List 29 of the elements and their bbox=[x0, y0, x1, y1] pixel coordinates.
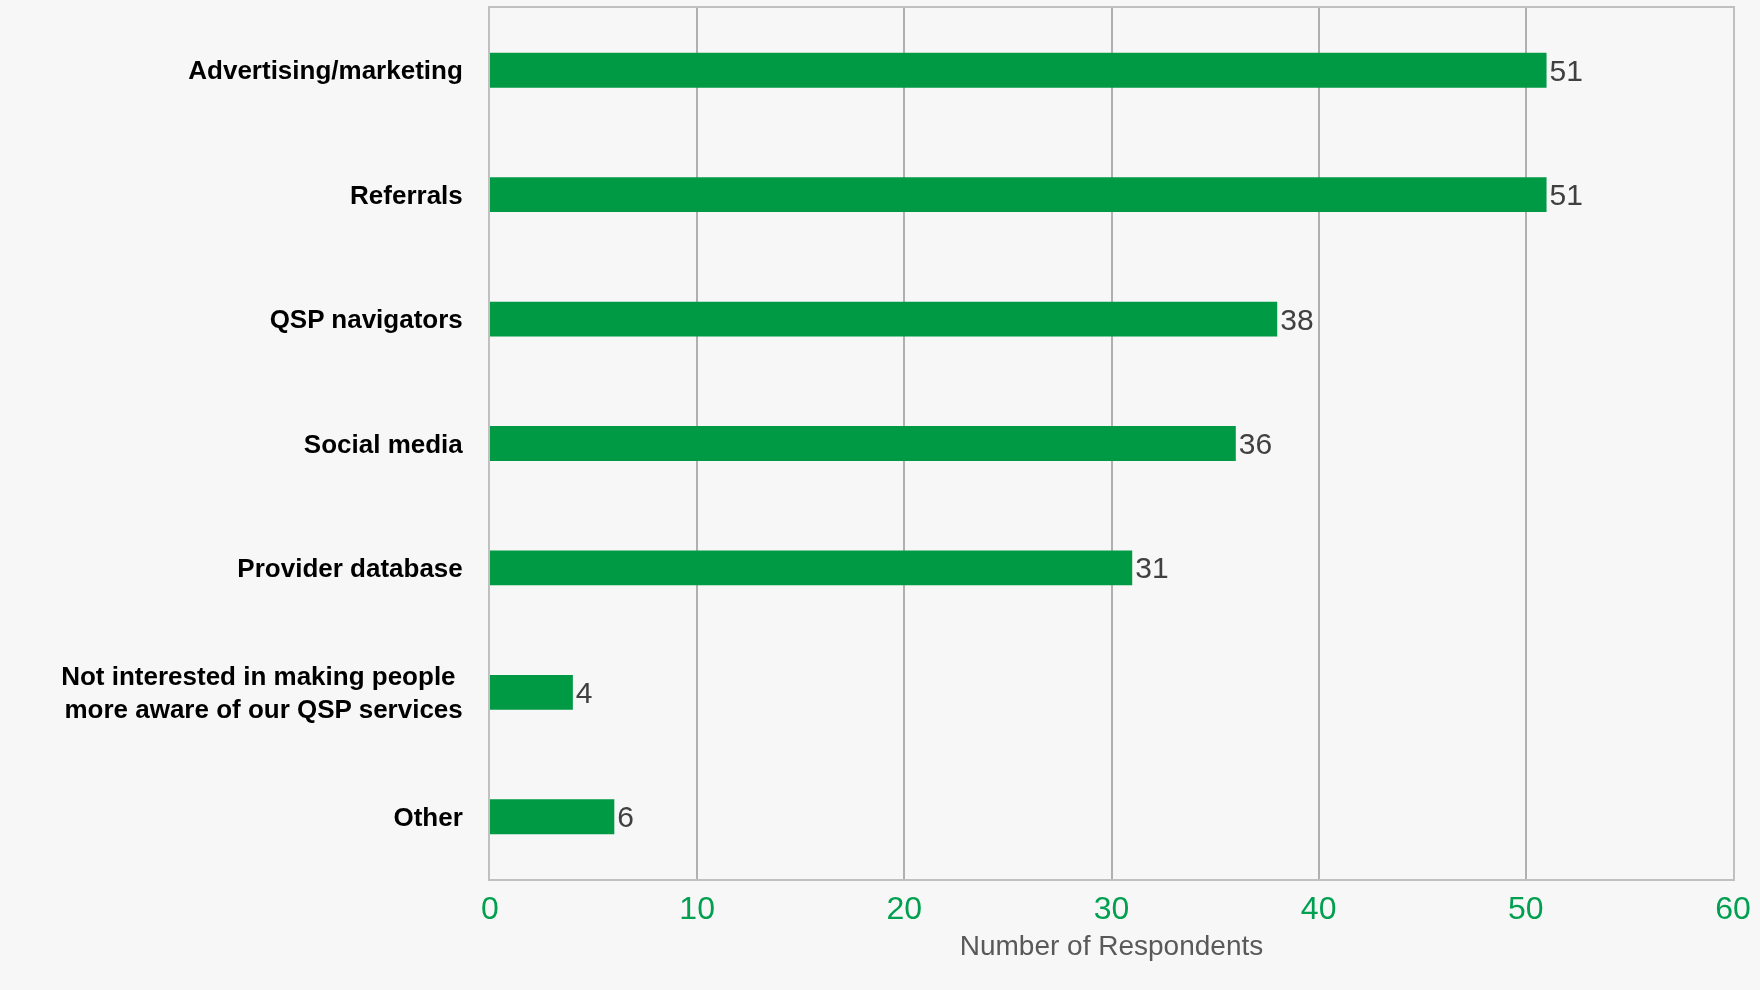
x-tick-label: 30 bbox=[1093, 890, 1130, 927]
x-tick-label: 60 bbox=[1715, 890, 1751, 927]
x-axis-title: Number of Respondents bbox=[959, 930, 1264, 961]
y-tick-label: Social media bbox=[303, 428, 464, 459]
bar bbox=[490, 301, 1278, 337]
y-tick-label: Other bbox=[393, 801, 463, 832]
data-label: 31 bbox=[1135, 551, 1169, 585]
y-tick-label: Provider database bbox=[237, 553, 463, 584]
data-label: 6 bbox=[617, 800, 634, 834]
y-tick-label: QSP navigators bbox=[269, 304, 463, 335]
data-label: 4 bbox=[575, 675, 593, 709]
y-tick-label: Advertising/marketing bbox=[188, 55, 463, 86]
x-tick-label: 10 bbox=[679, 890, 715, 927]
x-tick-label: 50 bbox=[1508, 890, 1544, 927]
x-tick-label: 20 bbox=[886, 890, 923, 927]
x-tick-label: 40 bbox=[1300, 890, 1337, 927]
data-label: 36 bbox=[1238, 427, 1273, 460]
y-tick-label: Referrals bbox=[350, 179, 463, 210]
data-label: 51 bbox=[1549, 178, 1583, 212]
bar bbox=[490, 426, 1236, 461]
bar bbox=[490, 674, 573, 710]
bar bbox=[490, 52, 1547, 88]
x-tick-label: 0 bbox=[481, 890, 499, 927]
data-label: 38 bbox=[1280, 302, 1314, 336]
data-label: 51 bbox=[1549, 53, 1583, 87]
bar bbox=[490, 177, 1547, 213]
y-tick-label: Not interested in making people more aware of our QSP services bbox=[61, 660, 463, 725]
bar bbox=[490, 550, 1133, 586]
bar bbox=[490, 799, 615, 835]
